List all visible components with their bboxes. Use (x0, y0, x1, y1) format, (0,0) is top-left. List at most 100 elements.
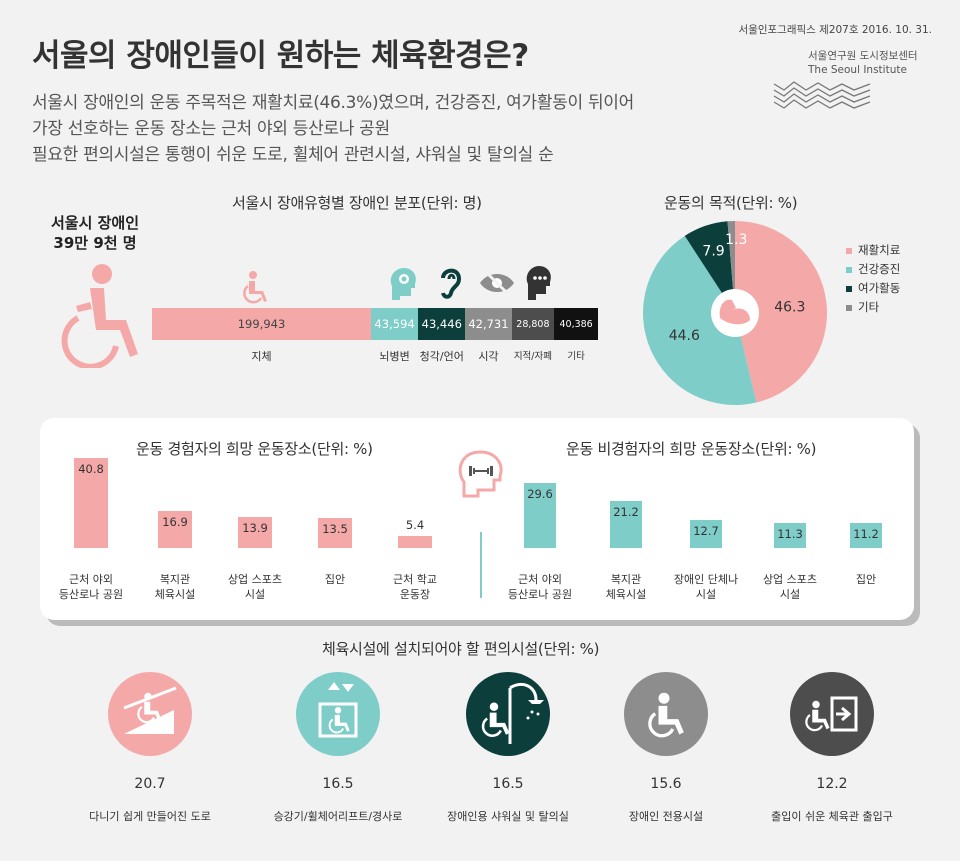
bar-value-label: 29.6 (527, 486, 553, 501)
page-title: 서울의 장애인들이 원하는 체육환경은? (32, 38, 529, 74)
bar-category-line: 집안 (324, 573, 346, 586)
distribution-segment: 40,386 (554, 308, 598, 340)
bar-mark (318, 518, 352, 548)
legend-entry: 여가활동 (846, 280, 900, 296)
legend-swatch (846, 247, 852, 254)
legend-swatch (846, 304, 852, 311)
wheelchair-ramp-icon (108, 672, 192, 756)
pie-slice (642, 235, 757, 406)
pie-value-label: 1.3 (725, 232, 747, 248)
amenity-value: 20.7 (134, 776, 166, 792)
bar-category-line: 등산로나 공원 (507, 588, 573, 601)
bar-value-label: 11.2 (853, 527, 879, 542)
experienced-title: 운동 경험자의 희망 운동장소(단위: %) (136, 440, 373, 458)
total-label: 서울시 장애인 (50, 214, 140, 232)
distribution-title: 서울시 장애유형별 장애인 분포(단위: 명) (232, 194, 482, 212)
legend-entry: 건강증진 (846, 261, 900, 277)
physical-disability-icon (243, 271, 267, 304)
subtitle-line-1: 서울시 장애인의 운동 주목적은 재활치료(46.3%)였으며, 건강증진, 여… (32, 93, 634, 113)
distribution-category: 지적/자폐 (513, 351, 552, 362)
distribution-segment: 28,808 (511, 308, 555, 340)
bar-mark (690, 519, 722, 548)
bar-category-line: 상업 스포츠 (227, 573, 283, 586)
bar-category-line: 시설 (695, 588, 717, 601)
bar-category-label: 근처 야외 등산로나 공원 (36, 572, 146, 602)
distribution-category: 뇌병변 (379, 350, 410, 363)
panel-divider (480, 532, 482, 598)
amenity-value: 16.5 (492, 776, 524, 792)
bar-category-line: 상업 스포츠 (762, 573, 818, 586)
bar-category-line: 시설 (244, 588, 266, 601)
brain-lesion-icon (390, 268, 416, 300)
bar-category-label: 장애인 단체나 시설 (651, 572, 761, 602)
pie-slice (684, 221, 735, 313)
bar-value-label: 13.9 (242, 521, 268, 536)
legend-label: 기타 (858, 300, 880, 314)
distribution-category: 청각/언어 (419, 350, 464, 363)
muscle-arm-icon (719, 299, 750, 325)
bar-category-label: 집안 (811, 572, 921, 587)
subtitle-line-3: 필요한 편의시설은 통행이 쉬운 도로, 휠체어 관련시설, 샤워실 및 탈의실… (32, 145, 554, 165)
wheelchair-icon (624, 672, 708, 756)
bar-category-line: 체육시설 (154, 588, 196, 601)
amenity-label: 출입이 쉬운 체육관 출입구 (771, 810, 893, 823)
bar-category-line: 운동장 (399, 588, 431, 601)
wheelchair-ramp-icon-glyph (123, 686, 177, 734)
intellectual-disability-icon (526, 266, 551, 300)
pie-value-label: 7.9 (702, 243, 724, 259)
bar-category-line: 근처 야외 (69, 573, 113, 586)
bar-category-line: 근처 학교 (393, 573, 437, 586)
amenities-title: 체육시설에 설치되어야 할 편의시설(단위: %) (322, 640, 600, 658)
org-name-en: The Seoul Institute (808, 64, 907, 76)
subtitle-line-2: 가장 선호하는 운동 장소는 근처 야외 등산로나 공원 (32, 119, 390, 139)
bar-mark (74, 458, 108, 548)
bar-category-line: 시설 (779, 588, 801, 601)
bar-category-label: 복지관 체육시설 (120, 572, 230, 602)
pie-slice (735, 221, 828, 403)
bar-mark (238, 517, 272, 548)
amenity-label: 승강기/휠체어리프트/경사로 (273, 810, 403, 823)
wheelchair-icon-glyph (648, 691, 686, 738)
distribution-category: 시각 (478, 350, 499, 363)
source-line: 서울인포그래픽스 제207호 2016. 10. 31. (738, 24, 932, 36)
distribution-segment: 199,943 (152, 308, 371, 340)
bar-category-line: 체육시설 (605, 588, 647, 601)
bar-category-line: 복지관 (610, 573, 642, 586)
legend-swatch (846, 285, 852, 292)
pie-value-label: 46.3 (774, 300, 805, 316)
legend-label: 여가활동 (858, 281, 901, 295)
bar-mark (610, 501, 642, 548)
bar-value-label: 21.2 (613, 505, 639, 520)
legend-label: 재활치료 (858, 243, 901, 257)
entrance-icon (790, 672, 874, 756)
purpose-pie-chart: 46.3 44.6 7.91.3 (642, 221, 828, 406)
amenity-label: 장애인용 샤워실 및 탈의실 (447, 810, 569, 823)
bar-mark (850, 523, 882, 548)
distribution-segment: 43,594 (371, 308, 419, 340)
bar-value-label: 40.8 (78, 462, 104, 476)
shower-icon (466, 672, 550, 756)
amenity-value: 12.2 (816, 776, 848, 792)
eye-crossed-icon (480, 269, 514, 297)
amenity-value: 16.5 (322, 776, 354, 792)
ear-icon (441, 268, 462, 299)
elevator-icon (296, 672, 380, 756)
seoul-institute-logo (773, 81, 871, 109)
bar-mark (524, 482, 556, 548)
bar-value-label: 13.5 (322, 522, 348, 537)
distribution-segment: 43,446 (418, 308, 466, 340)
bar-value-label: 11.3 (777, 527, 803, 542)
bar-mark (774, 523, 806, 548)
distribution-category: 기타 (567, 351, 585, 362)
bar-mark (158, 510, 192, 548)
legend-entry: 재활치료 (846, 242, 900, 258)
head-dumbbell-icon (458, 450, 503, 498)
org-name-kr: 서울연구원 도시정보센터 (808, 50, 918, 62)
bar-value-label: 5.4 (405, 518, 425, 533)
entrance-icon-glyph (805, 696, 858, 732)
bar-value-label: 16.9 (162, 514, 188, 529)
total-value: 39만 9천 명 (53, 234, 137, 252)
